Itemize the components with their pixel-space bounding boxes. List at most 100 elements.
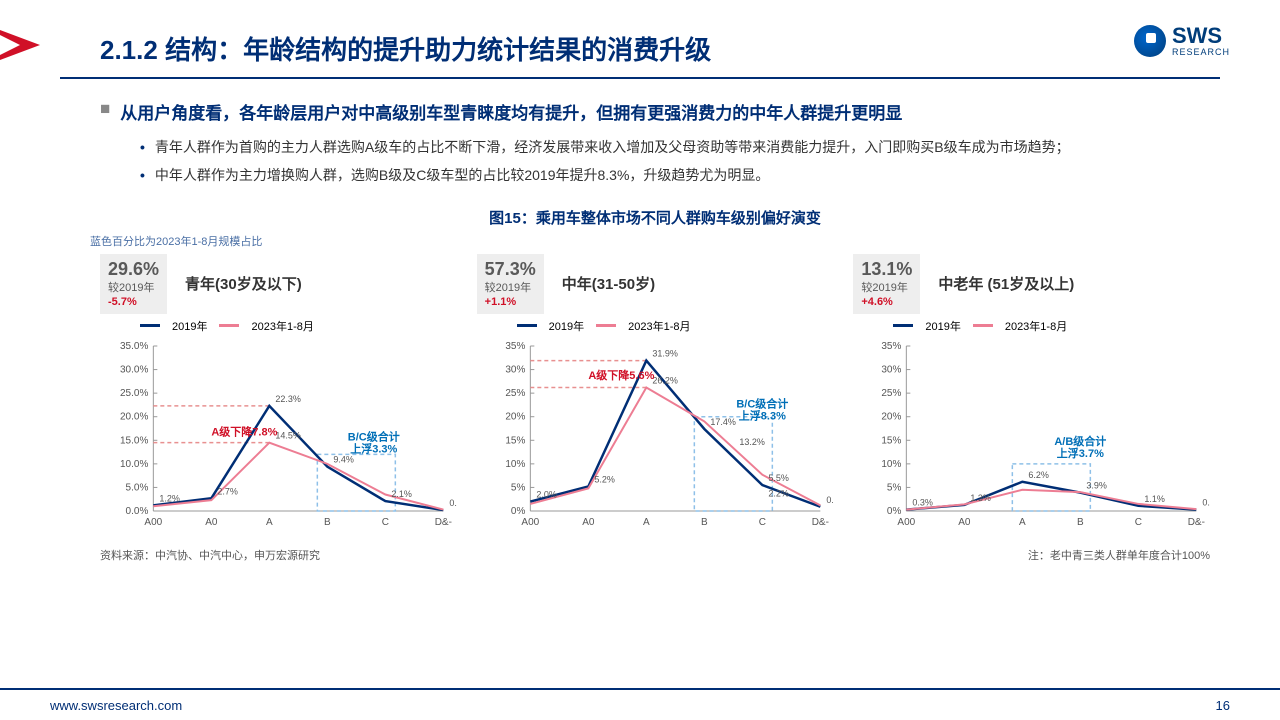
svg-text:30%: 30% [882,364,902,375]
footer: www.swsresearch.com 16 [0,688,1280,720]
svg-text:30%: 30% [505,364,525,375]
svg-text:5%: 5% [887,482,902,493]
svg-text:D&-: D&- [435,517,452,528]
svg-text:0%: 0% [887,506,902,517]
legend-swatch-2023 [596,324,616,327]
source-right: 注：老中青三类人群单年度合计100% [1028,547,1210,563]
svg-text:13.2%: 13.2% [739,437,765,447]
svg-text:A: A [1019,517,1026,528]
svg-text:0.2%: 0.2% [449,498,456,508]
chart-svg: 0%5%10%15%20%25%30%35%A00A0ABCD&-0.3%1.3… [853,336,1210,536]
svg-text:1.2%: 1.2% [159,493,180,503]
legend-swatch-2019 [140,324,160,327]
svg-text:A00: A00 [898,517,916,528]
svg-text:35%: 35% [505,341,525,352]
stat-box: 29.6% 较2019年 -5.7% [100,254,167,314]
svg-text:A00: A00 [521,517,539,528]
footer-page: 16 [1216,698,1230,713]
svg-text:15.0%: 15.0% [120,435,148,446]
logo-icon [1134,25,1166,57]
svg-text:15%: 15% [505,435,525,446]
svg-text:5.2%: 5.2% [594,474,615,484]
svg-text:35%: 35% [882,341,902,352]
svg-text:0%: 0% [511,506,526,517]
header-accent [0,30,40,60]
svg-text:25%: 25% [882,388,902,399]
panel-head: 29.6% 较2019年 -5.7% 青年(30岁及以下) [100,254,457,314]
svg-text:上浮3.3%: 上浮3.3% [350,441,397,455]
svg-text:C: C [1135,517,1142,528]
footer-url: www.swsresearch.com [50,698,182,713]
svg-text:2.2%: 2.2% [768,488,789,498]
svg-text:25%: 25% [505,388,525,399]
lead-text: ■ 从用户角度看，各年龄层用户对中高级别车型青睐度均有提升，但拥有更强消费力的中… [100,99,1210,124]
svg-text:5%: 5% [511,482,526,493]
logo: SWS RESEARCH [1134,25,1230,57]
svg-text:31.9%: 31.9% [652,348,678,358]
content: ■ 从用户角度看，各年龄层用户对中高级别车型青睐度均有提升，但拥有更强消费力的中… [0,89,1280,563]
svg-text:B/C级合计: B/C级合计 [736,396,788,410]
svg-text:6.2%: 6.2% [1029,470,1050,480]
panel-title: 中年(31-50岁) [562,273,655,294]
bullet-2: • 中年人群作为主力增换购人群，选购B级及C级车型的占比较2019年提升8.3%… [140,164,1210,186]
svg-text:0.3%: 0.3% [1203,497,1210,507]
svg-text:20.0%: 20.0% [120,411,148,422]
svg-text:2.7%: 2.7% [217,486,238,496]
svg-text:A00: A00 [144,517,162,528]
svg-text:B/C级合计: B/C级合计 [348,429,400,443]
legend-swatch-2023 [973,324,993,327]
section-title: 2.1.2 结构：年龄结构的提升助力统计结果的消费升级 [100,30,1220,67]
svg-text:10.0%: 10.0% [120,459,148,470]
svg-text:9.4%: 9.4% [333,454,354,464]
svg-text:A级下降7.8%: A级下降7.8% [211,424,277,438]
dot-icon: • [140,164,145,186]
legend-swatch-2019 [893,324,913,327]
panel-head: 13.1% 较2019年 +4.6% 中老年 (51岁及以上) [853,254,1210,314]
legend: 2019年 2023年1-8月 [140,318,457,334]
stat-box: 13.1% 较2019年 +4.6% [853,254,920,314]
svg-text:A0: A0 [582,517,595,528]
svg-text:17.4%: 17.4% [710,417,736,427]
svg-text:B: B [324,517,331,528]
svg-text:B: B [701,517,708,528]
svg-text:A级下降5.6%: A级下降5.6% [588,368,654,382]
legend: 2019年 2023年1-8月 [517,318,834,334]
svg-text:1.3%: 1.3% [971,493,992,503]
svg-text:22.3%: 22.3% [275,394,301,404]
section-label: 结构： [165,35,243,65]
title-underline [60,77,1220,79]
svg-text:A: A [266,517,273,528]
svg-text:2.1%: 2.1% [391,489,412,499]
chart-panel-0: 29.6% 较2019年 -5.7% 青年(30岁及以下) 2019年 2023… [100,254,457,541]
svg-text:B: B [1077,517,1084,528]
section-num: 2.1.2 [100,35,158,65]
legend-swatch-2023 [219,324,239,327]
chart-panel-2: 13.1% 较2019年 +4.6% 中老年 (51岁及以上) 2019年 20… [853,254,1210,541]
section-text: 年龄结构的提升助力统计结果的消费升级 [243,35,711,65]
chart-svg: 0.0%5.0%10.0%15.0%20.0%25.0%30.0%35.0%A0… [100,336,457,536]
svg-text:15%: 15% [882,435,902,446]
logo-sub: RESEARCH [1172,47,1230,57]
svg-text:A/B级合计: A/B级合计 [1055,434,1107,448]
svg-text:2.0%: 2.0% [536,489,557,499]
svg-text:0.9%: 0.9% [826,495,833,505]
panel-title: 中老年 (51岁及以上) [938,273,1074,294]
chart-svg: 0%5%10%15%20%25%30%35%A00A0ABCD&-2.0%5.2… [477,336,834,536]
svg-text:14.5%: 14.5% [275,430,301,440]
legend: 2019年 2023年1-8月 [893,318,1210,334]
svg-text:D&-: D&- [811,517,828,528]
svg-text:5.0%: 5.0% [126,482,149,493]
charts-row: 29.6% 较2019年 -5.7% 青年(30岁及以下) 2019年 2023… [100,254,1210,541]
svg-text:C: C [382,517,389,528]
legend-swatch-2019 [517,324,537,327]
svg-text:D&-: D&- [1188,517,1205,528]
svg-text:20%: 20% [882,411,902,422]
dot-icon: • [140,136,145,158]
svg-text:30.0%: 30.0% [120,364,148,375]
svg-text:20%: 20% [505,411,525,422]
panel-head: 57.3% 较2019年 +1.1% 中年(31-50岁) [477,254,834,314]
svg-text:上浮8.3%: 上浮8.3% [738,408,785,422]
square-bullet-icon: ■ [100,99,110,124]
svg-text:A: A [643,517,650,528]
note-top: 蓝色百分比为2023年1-8月规模占比 [90,233,1210,249]
